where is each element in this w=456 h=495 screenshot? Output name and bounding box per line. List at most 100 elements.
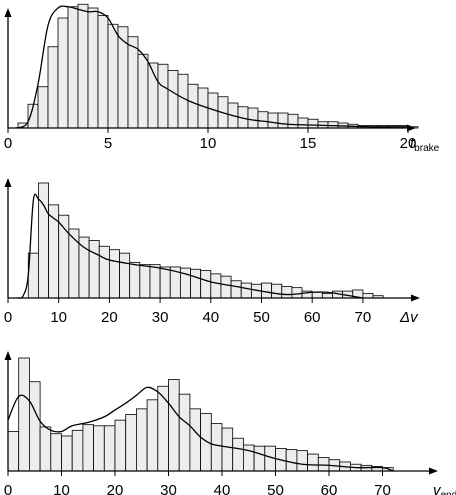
- histogram-bar: [88, 240, 100, 299]
- histogram-bar: [257, 111, 269, 129]
- x-tick-label: 70: [355, 309, 372, 326]
- histogram-bar: [168, 379, 180, 472]
- histogram-bar: [109, 249, 120, 299]
- histogram-bar: [307, 118, 319, 129]
- histogram-bar: [82, 424, 95, 472]
- histogram-bar: [200, 269, 212, 299]
- x-tick-label: 15: [300, 135, 317, 152]
- x-tick-label: 70: [374, 482, 391, 495]
- histogram-bar: [119, 252, 131, 299]
- histogram-bar: [28, 381, 41, 472]
- histogram-bar: [157, 385, 169, 472]
- histogram-bar: [135, 408, 148, 472]
- histogram-bar: [285, 449, 298, 472]
- histogram-bar: [327, 121, 339, 129]
- x-axis-label: Δv: [399, 309, 419, 326]
- histogram-bar: [114, 419, 127, 472]
- x-axis-arrow-icon: [429, 467, 438, 475]
- histogram-bar: [149, 264, 161, 299]
- histogram-bar: [261, 282, 273, 299]
- histogram-bar: [129, 261, 141, 299]
- x-tick-label: 50: [253, 309, 270, 326]
- x-axis-label-subscript: brake: [414, 143, 439, 154]
- histogram-bar: [321, 292, 333, 299]
- histogram-bar: [71, 429, 84, 472]
- x-tick-label: 40: [202, 309, 219, 326]
- histogram-bar: [230, 280, 242, 299]
- histogram-bar: [47, 46, 59, 129]
- histogram-bar: [103, 425, 116, 472]
- x-tick-label: 50: [267, 482, 284, 495]
- histogram-bar: [139, 264, 151, 299]
- x-tick-label: 0: [4, 309, 12, 326]
- x-axis-label: vend: [433, 482, 456, 495]
- histogram-bar: [200, 412, 212, 472]
- x-tick-label: 30: [152, 309, 169, 326]
- x-tick-label: 20: [107, 482, 124, 495]
- histogram-bar: [190, 268, 202, 299]
- histogram-bar: [57, 17, 69, 129]
- histogram-bar: [317, 457, 330, 472]
- histogram-bar: [311, 291, 323, 299]
- x-tick-label: 10: [50, 309, 67, 326]
- histogram-bar: [189, 408, 201, 472]
- histogram-bar: [127, 36, 139, 129]
- histogram-bar: [296, 450, 308, 472]
- histogram-bar: [67, 6, 79, 129]
- histogram-bar: [37, 86, 49, 129]
- histogram-bar: [232, 437, 244, 472]
- histogram-bar: [221, 427, 234, 472]
- histogram-bar: [107, 23, 119, 129]
- histogram-bar: [137, 53, 149, 129]
- histogram-bar: [78, 236, 90, 299]
- histogram-bar: [97, 15, 109, 129]
- x-tick-label: 20: [101, 309, 118, 326]
- x-tick-label: 60: [321, 482, 338, 495]
- x-axis-label-symbol: t: [410, 135, 415, 152]
- density-curve: [15, 5, 409, 129]
- histogram-bar: [271, 283, 283, 299]
- histogram-bar: [187, 83, 199, 129]
- histogram-bar: [297, 117, 309, 129]
- histogram-bar: [177, 73, 189, 129]
- x-tick-label: 10: [200, 135, 217, 152]
- histogram-bar: [277, 112, 289, 129]
- histogram-bar: [242, 444, 255, 472]
- histogram-bar: [117, 26, 129, 129]
- density-curve: [7, 386, 394, 472]
- histogram-bar: [240, 282, 252, 299]
- x-axis-arrow-icon: [407, 124, 416, 132]
- histogram-bar: [247, 107, 259, 129]
- histogram-bar: [7, 431, 20, 472]
- x-tick-label: 10: [53, 482, 70, 495]
- histogram-panel-3: 0 10 20 30 40 50 60 70 vend: [4, 351, 456, 495]
- histogram-bar: [146, 399, 159, 472]
- histogram-bar: [267, 112, 279, 129]
- histogram-bar: [157, 63, 169, 129]
- histogram-bar: [18, 357, 30, 472]
- histogram-bar: [50, 433, 62, 472]
- x-tick-label: 30: [160, 482, 177, 495]
- histogram-bar: [61, 435, 73, 472]
- histogram-bar: [287, 113, 299, 129]
- histogram-bar: [210, 423, 223, 472]
- x-axis-arrow-icon: [411, 294, 420, 302]
- x-tick-label: 20: [400, 135, 417, 152]
- x-tick-label: 0: [4, 482, 12, 495]
- y-axis-arrow-icon: [4, 8, 12, 17]
- histogram-bar: [98, 245, 110, 299]
- histogram-bar: [253, 445, 266, 472]
- y-axis-arrow-icon: [4, 178, 12, 187]
- histogram-bar: [307, 453, 319, 472]
- histogram-bar: [125, 414, 137, 472]
- density-curve: [17, 193, 364, 299]
- x-tick-label: 5: [104, 135, 112, 152]
- y-axis-arrow-icon: [4, 351, 12, 360]
- histogram-bar: [77, 3, 89, 129]
- histogram-bar: [281, 286, 293, 299]
- histogram-bar: [220, 275, 232, 299]
- x-axis-label-symbol: v: [433, 482, 442, 495]
- histogram-bar: [210, 273, 222, 299]
